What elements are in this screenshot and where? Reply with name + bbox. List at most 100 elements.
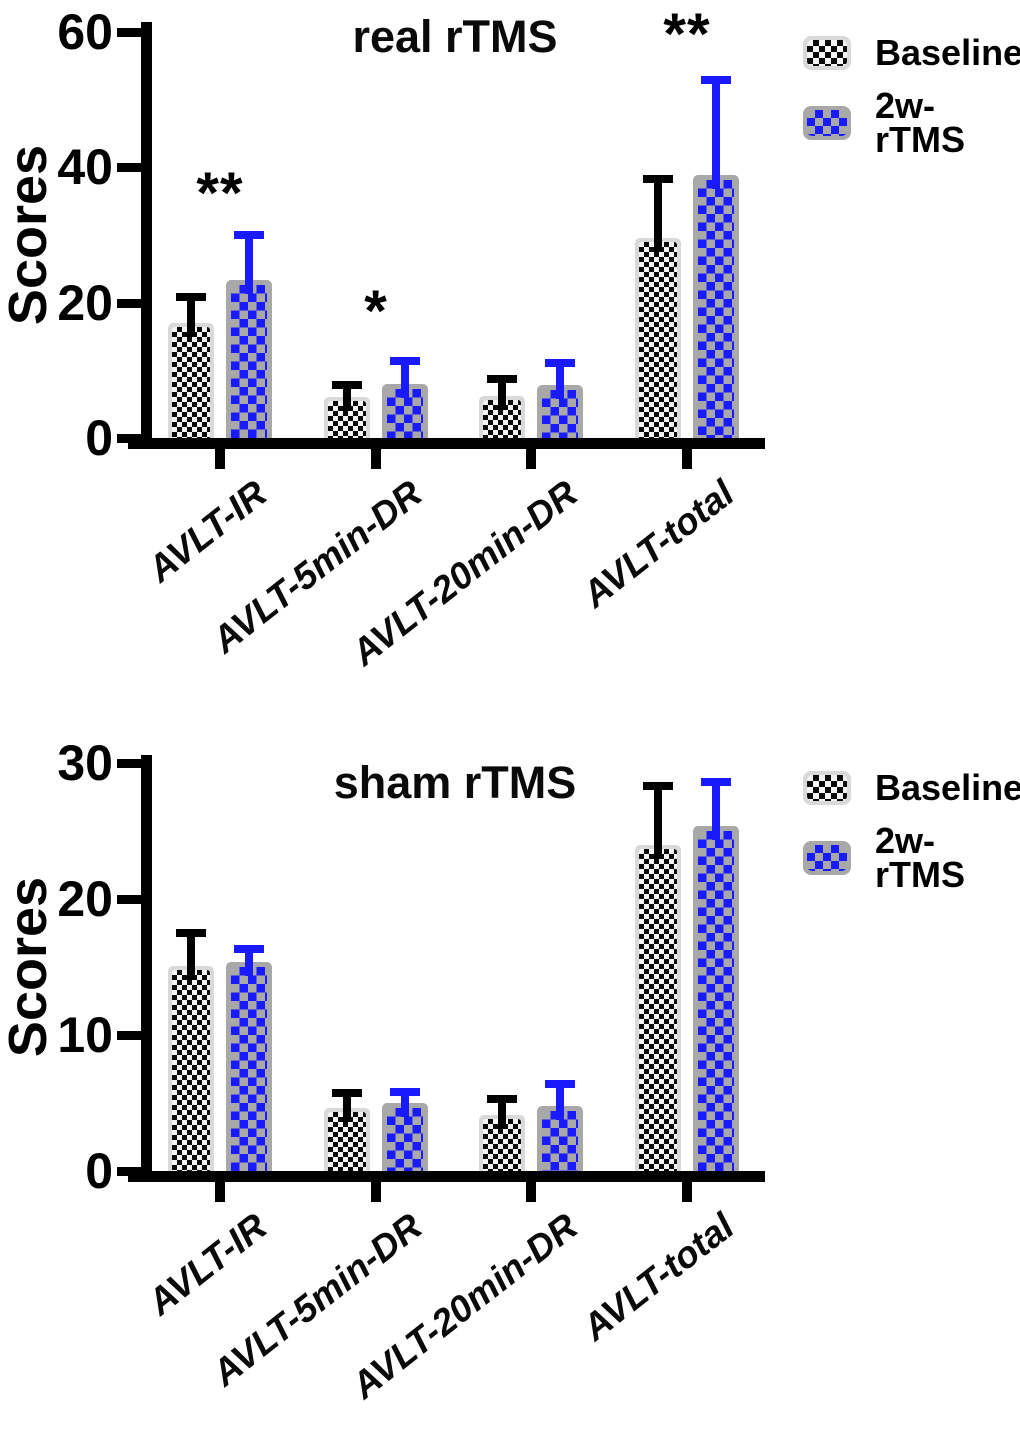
chart-title-real-rtms: real rTMS xyxy=(352,11,558,62)
legend-item-baseline: Baseline xyxy=(803,770,1020,806)
y-tick xyxy=(117,163,141,172)
bar-2w-rtms xyxy=(693,175,739,438)
error-bar-line xyxy=(712,80,720,189)
bar-2w-rtms xyxy=(226,280,272,438)
black-checker-pattern xyxy=(807,775,847,801)
x-tick xyxy=(215,449,225,469)
black-checker-pattern xyxy=(172,970,210,1171)
legend-label-2w-rtms: 2w-rTMS xyxy=(875,85,965,160)
x-tick xyxy=(371,449,381,469)
black-checker-swatch xyxy=(803,771,851,805)
error-bar-line xyxy=(245,235,253,294)
error-bar-cap xyxy=(643,782,673,790)
blue-checker-pattern xyxy=(698,180,734,438)
blue-checker-swatch xyxy=(803,106,851,140)
black-checker-pattern xyxy=(807,40,847,66)
error-bar-cap xyxy=(701,778,731,786)
blue-checker-pattern xyxy=(807,110,847,136)
x-axis-label: AVLT-total xyxy=(574,472,742,616)
error-bar-cap xyxy=(234,231,264,239)
legend-item-baseline: Baseline xyxy=(803,32,1020,73)
y-tick xyxy=(117,1167,141,1176)
legend-label-baseline: Baseline xyxy=(875,32,1020,73)
significance-marker: * xyxy=(364,279,388,344)
y-axis-label-bottom: Scores xyxy=(0,876,58,1058)
error-bar-line xyxy=(401,361,409,398)
error-bar-cap xyxy=(332,381,362,389)
y-tick-label: 20 xyxy=(57,871,113,927)
error-bar-line xyxy=(343,385,351,411)
error-bar-line xyxy=(556,1084,564,1120)
legend-bottom: Baseline 2w-rTMS xyxy=(803,770,1020,895)
error-bar-cap xyxy=(332,1089,362,1097)
chart-title-sham-rtms: sham rTMS xyxy=(333,757,577,808)
blue-checker-swatch xyxy=(803,841,851,875)
error-bar-line xyxy=(343,1093,351,1122)
error-bar-line xyxy=(245,949,253,976)
x-axis-label: AVLT-IR xyxy=(139,472,275,590)
y-axis-label-top: Scores xyxy=(0,144,58,326)
bar-baseline xyxy=(635,238,681,438)
error-bar-line xyxy=(654,179,662,252)
blue-checker-pattern xyxy=(542,1111,578,1171)
error-bar-line xyxy=(556,363,564,399)
blue-checker-pattern xyxy=(231,285,267,438)
y-tick xyxy=(117,299,141,308)
y-tick xyxy=(117,28,141,37)
significance-marker: ** xyxy=(196,161,244,226)
error-bar-cap xyxy=(176,929,206,937)
y-tick-label: 10 xyxy=(57,1007,113,1063)
bar-2w-rtms xyxy=(693,826,739,1171)
error-bar-cap xyxy=(487,375,517,383)
error-bar-cap xyxy=(176,293,206,301)
x-tick xyxy=(215,1182,225,1202)
error-bar-cap xyxy=(643,175,673,183)
blue-checker-pattern xyxy=(231,967,267,1171)
y-tick-label: 0 xyxy=(85,410,113,466)
y-tick xyxy=(117,1031,141,1040)
error-bar-line xyxy=(498,379,506,410)
x-tick xyxy=(526,1182,536,1202)
bar-baseline xyxy=(168,323,214,438)
x-tick xyxy=(682,449,692,469)
y-tick xyxy=(117,434,141,443)
x-tick xyxy=(526,449,536,469)
bar-baseline xyxy=(168,966,214,1171)
legend-label-2w-rtms: 2w-rTMS xyxy=(875,820,965,895)
y-tick-label: 0 xyxy=(85,1143,113,1199)
error-bar-cap xyxy=(545,1080,575,1088)
y-tick xyxy=(117,759,141,768)
y-tick-label: 20 xyxy=(57,275,113,331)
x-tick xyxy=(371,1182,381,1202)
legend-item-2w-rtms: 2w-rTMS xyxy=(803,820,1020,895)
black-checker-pattern xyxy=(172,327,210,438)
x-axis-label: AVLT-total xyxy=(574,1205,742,1349)
blue-checker-pattern xyxy=(807,845,847,871)
significance-marker: ** xyxy=(663,2,711,67)
black-checker-pattern xyxy=(639,242,677,438)
blue-checker-pattern xyxy=(387,1108,423,1171)
error-bar-cap xyxy=(234,945,264,953)
legend-item-2w-rtms: 2w-rTMS xyxy=(803,85,1020,160)
blue-checker-pattern xyxy=(698,831,734,1171)
x-axis xyxy=(128,1171,765,1182)
y-tick xyxy=(117,895,141,904)
error-bar-line xyxy=(187,933,195,980)
error-bar-line xyxy=(498,1099,506,1129)
y-tick-label: 40 xyxy=(57,139,113,195)
bar-2w-rtms xyxy=(382,1103,428,1171)
bar-2w-rtms xyxy=(226,962,272,1171)
bar-2w-rtms xyxy=(537,1106,583,1171)
y-tick-label: 30 xyxy=(57,735,113,791)
error-bar-cap xyxy=(390,1088,420,1096)
error-bar-line xyxy=(187,297,195,337)
x-axis xyxy=(128,438,765,449)
error-bar-cap xyxy=(390,357,420,365)
error-bar-cap xyxy=(701,76,731,84)
legend-top: Baseline 2w-rTMS xyxy=(803,32,1020,160)
error-bar-line xyxy=(654,786,662,859)
bar-baseline xyxy=(635,845,681,1171)
error-bar-cap xyxy=(545,359,575,367)
error-bar-line xyxy=(712,782,720,840)
